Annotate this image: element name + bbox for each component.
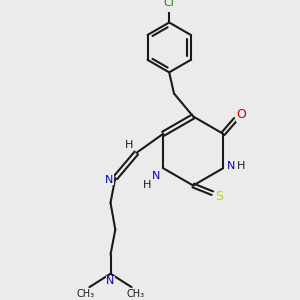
Text: N: N	[226, 161, 235, 171]
Text: N: N	[105, 175, 114, 185]
Text: CH₃: CH₃	[126, 289, 145, 299]
Text: Cl: Cl	[164, 0, 175, 8]
Text: O: O	[236, 108, 246, 121]
Text: N: N	[106, 276, 115, 286]
Text: CH₃: CH₃	[76, 289, 94, 299]
Text: H: H	[237, 161, 245, 171]
Text: S: S	[215, 190, 223, 202]
Text: H: H	[124, 140, 133, 150]
Text: H: H	[143, 179, 151, 190]
Text: N: N	[152, 171, 160, 181]
